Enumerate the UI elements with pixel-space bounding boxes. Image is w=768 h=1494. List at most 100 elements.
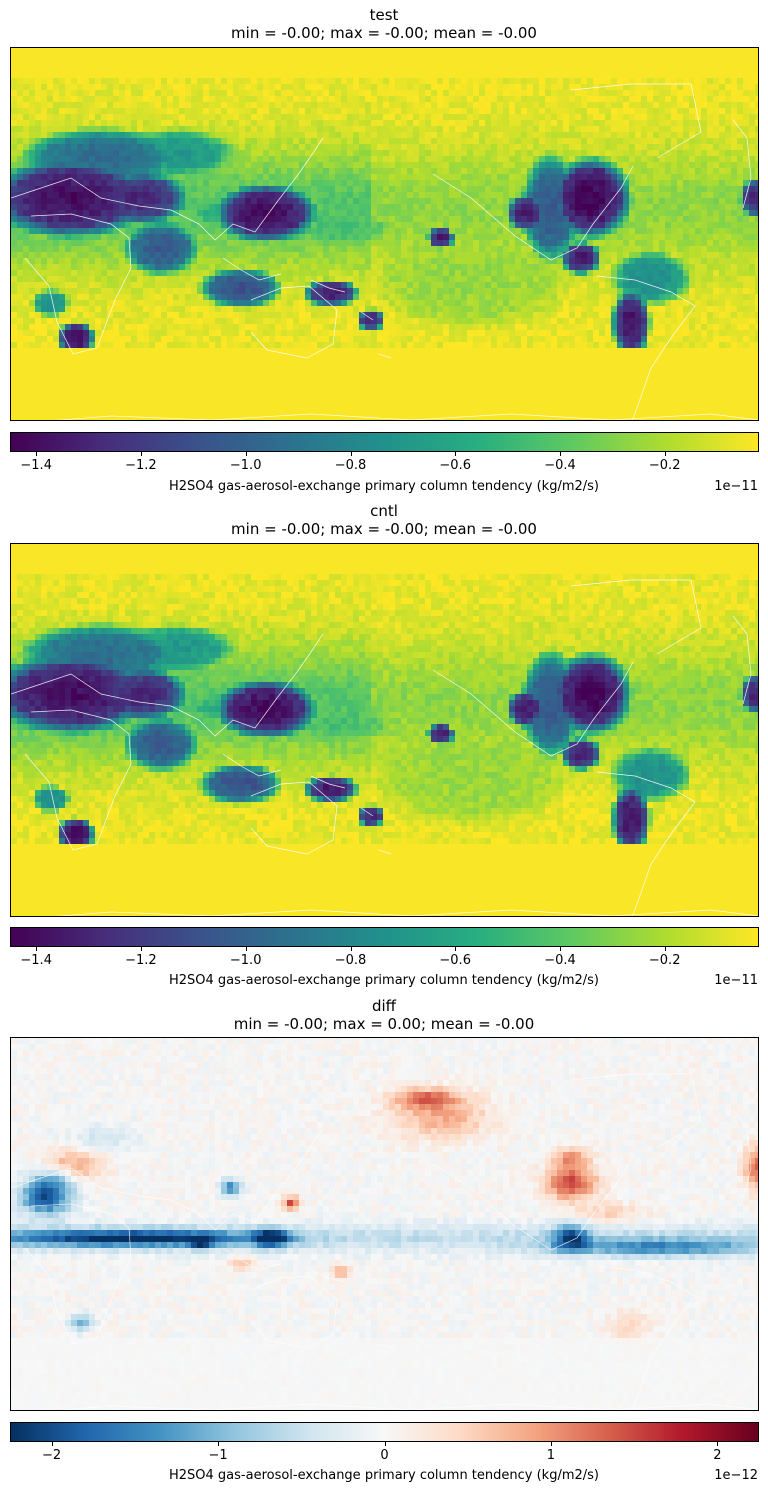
heatmap-cell	[245, 162, 252, 169]
heatmap-cell	[575, 102, 582, 109]
heatmap-cell	[131, 240, 138, 247]
heatmap-cell	[383, 282, 390, 289]
heatmap-cell	[137, 84, 144, 91]
heatmap-cell	[359, 60, 366, 67]
heatmap-cell	[143, 126, 150, 133]
heatmap-cell	[197, 186, 204, 193]
heatmap-cell	[191, 72, 198, 79]
heatmap-cell	[197, 126, 204, 133]
heatmap-cell	[47, 276, 54, 283]
heatmap-cell	[407, 54, 414, 61]
heatmap-cell	[425, 108, 432, 115]
heatmap-cell	[755, 240, 758, 247]
heatmap-cell	[251, 48, 258, 55]
heatmap-cell	[383, 198, 390, 205]
heatmap-cell	[635, 138, 642, 145]
heatmap-cell	[701, 132, 708, 139]
heatmap-cell	[281, 162, 288, 169]
heatmap-cell	[683, 210, 690, 217]
heatmap-cell	[581, 198, 588, 205]
heatmap-cell	[113, 60, 120, 67]
heatmap-cell	[581, 114, 588, 121]
heatmap-cell	[323, 54, 330, 61]
heatmap-cell	[551, 90, 558, 97]
heatmap-cell	[623, 246, 630, 253]
heatmap-cell	[581, 60, 588, 67]
heatmap-cell	[311, 48, 318, 55]
heatmap-cell	[251, 282, 258, 289]
heatmap-cell	[41, 108, 48, 115]
heatmap-cell	[737, 270, 744, 277]
heatmap-cell	[365, 114, 372, 121]
heatmap-cell	[41, 270, 48, 277]
heatmap-cell	[635, 270, 642, 277]
heatmap-cell	[281, 180, 288, 187]
heatmap-cell	[281, 54, 288, 61]
heatmap-cell	[23, 186, 30, 193]
heatmap-cell	[743, 54, 750, 61]
heatmap-cell	[467, 138, 474, 145]
heatmap-cell	[461, 66, 468, 73]
heatmap-cell	[647, 66, 654, 73]
heatmap-cell	[329, 186, 336, 193]
heatmap-cell	[179, 126, 186, 133]
heatmap-cell	[137, 282, 144, 289]
heatmap-cell	[245, 252, 252, 259]
heatmap-cell	[77, 102, 84, 109]
heatmap-cell	[383, 120, 390, 127]
heatmap-cell	[737, 198, 744, 205]
heatmap-cell	[77, 216, 84, 223]
heatmap-cell	[629, 192, 636, 199]
heatmap-cell	[185, 180, 192, 187]
heatmap-cell	[473, 222, 480, 229]
heatmap-cell	[329, 162, 336, 169]
heatmap-cell	[215, 138, 222, 145]
heatmap-cell	[161, 228, 168, 235]
heatmap-cell	[641, 126, 648, 133]
heatmap-cell	[323, 126, 330, 133]
heatmap-cell	[35, 198, 42, 205]
heatmap-cell	[11, 132, 18, 139]
heatmap-cell	[491, 234, 498, 241]
heatmap-cell	[407, 120, 414, 127]
heatmap-cell	[173, 150, 180, 157]
heatmap-cell	[347, 132, 354, 139]
heatmap-cell	[389, 180, 396, 187]
heatmap-cell	[569, 156, 576, 163]
heatmap-cell	[221, 246, 228, 253]
heatmap-cell	[701, 120, 708, 127]
heatmap-cell	[191, 48, 198, 55]
heatmap-cell	[125, 84, 132, 91]
heatmap-cell	[155, 48, 162, 55]
heatmap-cell	[623, 222, 630, 229]
heatmap-cell	[395, 156, 402, 163]
heatmap-cell	[89, 156, 96, 163]
heatmap-cell	[377, 156, 384, 163]
heatmap-cell	[245, 138, 252, 145]
heatmap-cell	[569, 234, 576, 241]
heatmap-cell	[179, 168, 186, 175]
heatmap-cell	[461, 162, 468, 169]
heatmap-cell	[653, 126, 660, 133]
heatmap-cell	[593, 60, 600, 67]
heatmap-cell	[11, 90, 18, 97]
heatmap-cell	[251, 192, 258, 199]
heatmap-cell	[383, 108, 390, 115]
heatmap-cell	[443, 96, 450, 103]
heatmap-cell	[35, 156, 42, 163]
heatmap-cell	[719, 144, 726, 151]
heatmap-cell	[743, 234, 750, 241]
heatmap-cell	[173, 96, 180, 103]
heatmap-cell	[353, 102, 360, 109]
heatmap-cell	[539, 96, 546, 103]
heatmap-cell	[545, 108, 552, 115]
heatmap-cell	[377, 246, 384, 253]
heatmap-cell	[629, 228, 636, 235]
heatmap-cell	[683, 240, 690, 247]
heatmap-cell	[305, 66, 312, 73]
heatmap-cell	[725, 240, 732, 247]
heatmap-cell	[323, 180, 330, 187]
heatmap-cell	[545, 282, 552, 289]
heatmap-cell	[59, 138, 66, 145]
heatmap-cell	[749, 90, 756, 97]
